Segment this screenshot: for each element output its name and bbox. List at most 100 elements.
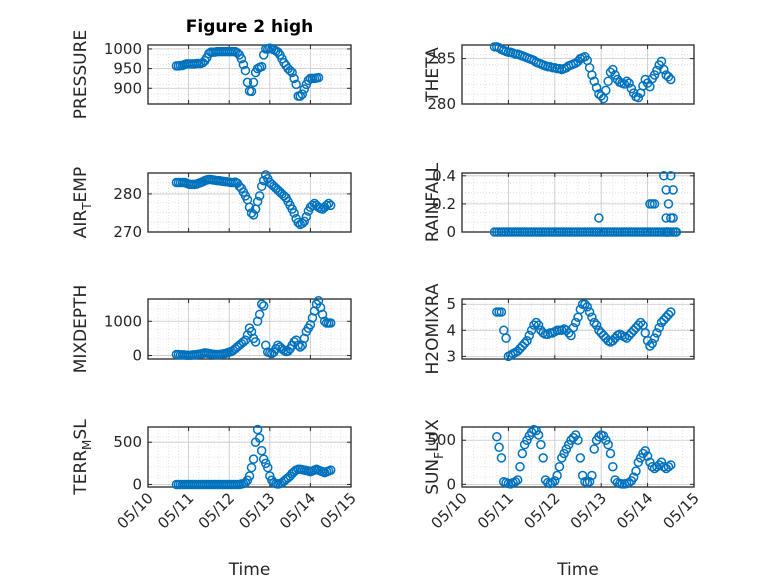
- y-tick-label: 280: [113, 185, 142, 203]
- data-point: [598, 330, 609, 341]
- data-point: [256, 61, 267, 72]
- data-point: [238, 59, 249, 70]
- data-point: [633, 320, 644, 330]
- y-tick-label: 1000: [104, 312, 142, 330]
- x-tick-label: 05/12: [195, 489, 238, 532]
- y-tick-label: 0: [446, 475, 456, 493]
- data-point: [254, 191, 265, 201]
- data-point: [633, 92, 644, 103]
- data-point: [626, 328, 637, 338]
- data-points: [171, 170, 336, 230]
- data-point: [624, 78, 634, 88]
- data-point: [645, 82, 655, 92]
- x-tick-label: 05/11: [474, 489, 517, 532]
- data-point: [501, 333, 511, 343]
- data-point: [244, 471, 255, 481]
- panel-air_temp: 270 280 AIRTEMP: [71, 167, 352, 241]
- data-point: [295, 91, 305, 101]
- data-point: [663, 309, 674, 320]
- data-point: [568, 432, 579, 443]
- data-point: [494, 442, 504, 453]
- data-point: [325, 200, 336, 211]
- data-point: [656, 317, 667, 328]
- data-point: [638, 448, 648, 459]
- data-point: [580, 299, 590, 309]
- data-point: [577, 470, 588, 481]
- data-point: [631, 466, 641, 476]
- data-point: [628, 472, 639, 483]
- data-point: [628, 325, 639, 336]
- data-point: [649, 199, 660, 209]
- data-point: [522, 335, 532, 346]
- data-point: [596, 91, 606, 101]
- data-point: [258, 301, 269, 311]
- data-point: [642, 451, 653, 461]
- data-point: [624, 330, 634, 341]
- data-point: [621, 76, 632, 87]
- axes-box: [461, 172, 695, 233]
- data-point: [526, 325, 537, 336]
- data-point: [601, 85, 611, 96]
- data-point: [538, 453, 548, 463]
- data-point: [533, 430, 544, 440]
- data-point: [291, 79, 301, 90]
- data-point: [659, 171, 669, 181]
- data-point: [566, 435, 576, 445]
- axes-box: [147, 426, 352, 488]
- data-point: [554, 461, 565, 472]
- data-point: [293, 217, 303, 228]
- data-point: [299, 216, 310, 227]
- data-point: [252, 424, 263, 435]
- data-points: [492, 299, 676, 362]
- x-tick-label: 05/13: [235, 489, 278, 532]
- data-point: [323, 198, 334, 209]
- y-axis-label-subscript: M: [80, 440, 94, 450]
- data-point: [533, 320, 544, 330]
- data-point: [236, 54, 247, 64]
- data-point: [661, 312, 671, 323]
- data-point: [256, 299, 267, 309]
- data-point: [254, 433, 265, 443]
- y-axis-label-subscript: T: [80, 202, 94, 211]
- data-point: [666, 171, 676, 181]
- y-tick-label: 1000: [104, 40, 142, 58]
- data-point: [512, 346, 523, 356]
- y-tick-label: 0: [446, 223, 456, 241]
- data-point: [654, 322, 664, 333]
- data-point: [587, 312, 597, 323]
- x-tick-label: 05/15: [317, 489, 360, 532]
- data-point: [591, 82, 602, 93]
- axes-box: [147, 172, 352, 233]
- data-point: [285, 65, 295, 76]
- y-axis-label: PRESSURE: [71, 30, 91, 119]
- data-point: [524, 330, 535, 341]
- y-axis-label-subscript: F: [432, 452, 446, 459]
- y-axis-label: THETA: [423, 47, 443, 103]
- data-point: [273, 47, 283, 57]
- y-axis-label-rest: EMP: [71, 167, 91, 203]
- data-point: [515, 343, 525, 354]
- data-point: [652, 328, 662, 338]
- data-point: [242, 77, 253, 88]
- y-tick-label: 0.4: [432, 167, 456, 185]
- data-point: [547, 477, 558, 488]
- data-point: [246, 462, 257, 473]
- data-point: [250, 337, 261, 347]
- data-point: [248, 77, 259, 88]
- data-point: [325, 318, 336, 328]
- data-point: [649, 333, 660, 343]
- data-point: [321, 200, 332, 211]
- data-point: [589, 317, 599, 328]
- data-point: [582, 302, 593, 312]
- y-axis-label-main: TERR: [71, 450, 91, 496]
- data-point: [307, 200, 318, 211]
- data-point: [299, 84, 310, 94]
- x-tick-label: 05/15: [660, 489, 703, 532]
- y-tick-label: 950: [113, 60, 142, 78]
